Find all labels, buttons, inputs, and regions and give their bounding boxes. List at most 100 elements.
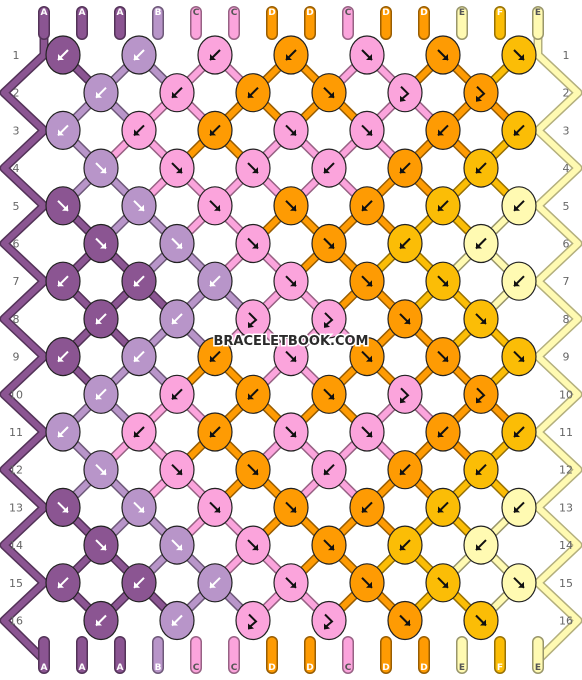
knot-arrowhead [134, 431, 140, 437]
bottom-strand-label: C [345, 663, 352, 673]
knot-arrowhead [442, 54, 448, 60]
knot-arrowhead [442, 355, 448, 362]
knot-arrowhead [404, 619, 410, 626]
knot-arrow-bent-icon [324, 613, 334, 629]
knot [83, 299, 119, 339]
knot [463, 223, 499, 264]
bottom-strand-label: E [535, 663, 541, 673]
knot [273, 110, 309, 150]
knot-arrowhead [210, 129, 216, 136]
knot-oval [463, 374, 499, 414]
knot [121, 563, 157, 603]
knot-arrowhead [286, 54, 292, 60]
top-strand-label: A [41, 8, 48, 18]
knot [45, 487, 81, 527]
knot-arrowhead [328, 544, 334, 551]
knot [501, 412, 537, 452]
knot-arrowhead [400, 167, 406, 174]
knot-arrowhead [252, 242, 258, 249]
knot [121, 110, 157, 150]
knot-arrow-bent-icon [248, 613, 258, 629]
knot-arrowhead [176, 544, 182, 551]
knot [83, 600, 119, 641]
knot-arrowhead [176, 167, 182, 174]
labels: A A A B C C D D C D D E F EA A A B C C D D C D D E F E1 12 23 34 45 56 6… [9, 8, 573, 673]
knot [121, 186, 157, 226]
knot [235, 450, 271, 490]
knot-arrowhead [176, 468, 182, 475]
row-number-left: 1 [13, 49, 20, 62]
row-number-left: 14 [9, 539, 23, 552]
bottom-strand-label: D [382, 663, 389, 673]
top-strand-label: A [79, 8, 86, 18]
knot-arrowhead [172, 619, 178, 626]
knot-arrowhead [58, 355, 64, 362]
row-number-right: 2 [563, 87, 570, 100]
row-number-right: 8 [563, 313, 570, 326]
knot [197, 412, 233, 452]
knot-arrowhead [96, 91, 102, 98]
knot-arrowhead [172, 317, 178, 324]
knot [501, 261, 537, 301]
knot-arrowhead [210, 581, 216, 588]
row-number-left: 3 [13, 124, 20, 137]
knot [273, 337, 309, 377]
knot-arrowhead [210, 54, 216, 60]
knot [273, 487, 309, 527]
knot-arrowhead [514, 431, 520, 437]
knot-arrowhead [362, 506, 368, 513]
knot [159, 148, 195, 188]
top-strand-label: B [155, 8, 162, 18]
knot-oval [387, 374, 423, 414]
knot-arrowhead [100, 242, 106, 249]
knot [235, 299, 271, 339]
knot-arrowhead [96, 619, 102, 626]
knot-arrowhead [514, 280, 520, 287]
knot [83, 223, 119, 264]
knot [501, 35, 537, 75]
knot-arrowhead [58, 129, 64, 136]
row-number-left: 2 [13, 87, 20, 100]
knot-arrowhead [400, 242, 406, 249]
knot-arrowhead [518, 54, 524, 60]
knot [45, 261, 81, 301]
knot-oval [311, 299, 347, 339]
knot-arrowhead [514, 204, 520, 211]
knot [425, 186, 461, 226]
knot [501, 186, 537, 226]
row-number-right: 11 [559, 426, 573, 439]
bottom-strand-label: B [155, 663, 162, 673]
knot [349, 487, 385, 527]
knot-arrowhead [328, 91, 334, 98]
watermark-text: BRACELETBOOK.COM [214, 334, 369, 349]
knot-arrowhead [210, 355, 216, 362]
knot-arrowhead [480, 619, 486, 626]
knot [501, 110, 537, 150]
knot [121, 261, 157, 301]
knot-arrowhead [400, 95, 406, 102]
bottom-strand-label: E [459, 663, 465, 673]
knot-arrowhead [366, 431, 372, 437]
bottom-strand-label: C [231, 663, 238, 673]
row-number-right: 1 [563, 49, 570, 62]
knot [45, 563, 81, 603]
top-strand-label: C [231, 8, 238, 18]
knot-arrowhead [62, 506, 68, 513]
knot-arrowhead [252, 544, 258, 551]
knot-arrowhead [328, 242, 334, 249]
knot-arrowhead [138, 204, 144, 211]
row-number-left: 16 [9, 615, 23, 628]
knot-arrowhead [438, 204, 444, 211]
knot [235, 525, 271, 565]
knot-arrowhead [100, 468, 106, 475]
knot-arrowhead [96, 393, 102, 400]
knot-arrow-bent-icon [476, 85, 486, 101]
knot-arrowhead [400, 397, 406, 404]
knot-arrow-bent-icon [476, 387, 486, 403]
knot-arrowhead [366, 581, 372, 588]
knot [273, 261, 309, 301]
row-number-left: 6 [13, 238, 20, 251]
knot [159, 223, 195, 264]
knot-arrowhead [514, 129, 520, 136]
